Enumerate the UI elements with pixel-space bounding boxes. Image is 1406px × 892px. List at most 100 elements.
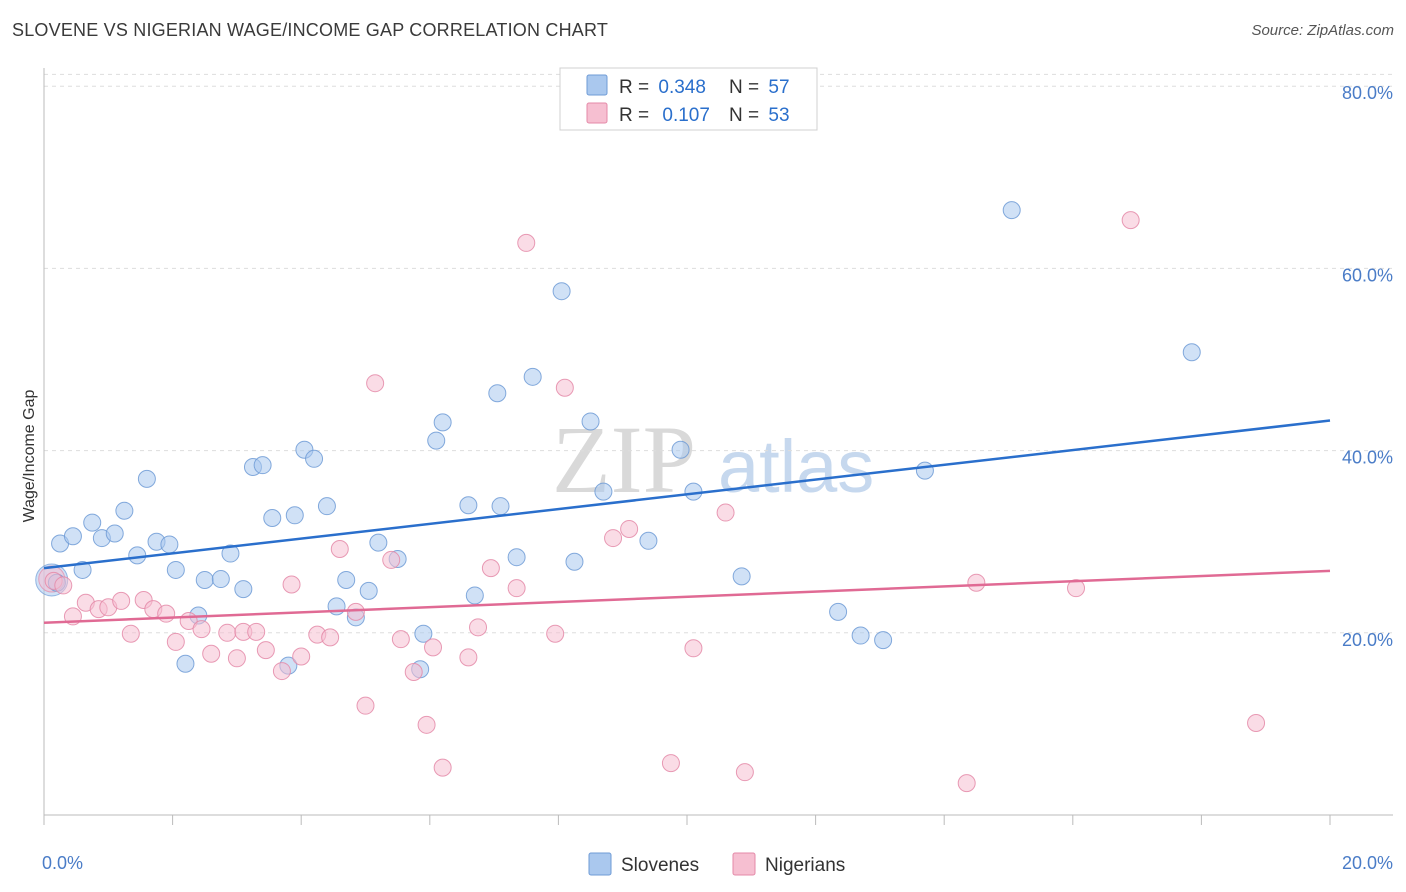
chart-title: SLOVENE VS NIGERIAN WAGE/INCOME GAP CORR…	[12, 20, 609, 40]
series-legend: Slovenes Nigerians	[588, 852, 845, 876]
nigerian-point-52	[1247, 713, 1266, 732]
nigerian-point-27	[356, 696, 375, 715]
nigerian-point-10	[157, 604, 176, 623]
slovene-point-41	[507, 548, 526, 567]
nigerian-point-38	[507, 579, 526, 598]
slovene-point-39	[488, 384, 507, 403]
svg-text:N = 53: N = 53	[729, 105, 790, 126]
slovene-point-48	[671, 440, 690, 459]
nigerian-point-30	[391, 630, 410, 649]
slovene-point-47	[639, 531, 658, 550]
nigerian-point-19	[256, 641, 275, 660]
legend-r-label-1: R =	[619, 77, 654, 98]
nigerian-point-48	[957, 774, 976, 793]
nigerian-point-39	[517, 233, 536, 252]
nigerian-point-26	[346, 602, 365, 621]
slovene-point-6	[105, 524, 124, 543]
nigerian-point-33	[424, 638, 443, 657]
legend-swatch-slovenes	[586, 74, 608, 96]
nigerian-trend-line	[43, 569, 1331, 625]
y-tick-label-20: 20.0%	[1342, 630, 1393, 650]
nigerian-point-34	[433, 758, 452, 777]
slovene-point-21	[263, 509, 282, 528]
slovene-point-40	[491, 497, 510, 516]
nigerian-point-42	[604, 529, 623, 548]
slovene-point-54	[915, 461, 934, 480]
nigerian-point-49	[967, 573, 986, 592]
y-tick-label-60: 60.0%	[1342, 265, 1393, 285]
x-tick-label-min: 0.0%	[42, 853, 83, 873]
svg-text:R = 0.348: R = 0.348	[619, 77, 706, 98]
legend-r-value-2: 0.107	[662, 105, 710, 126]
nigerian-point-22	[292, 647, 311, 666]
slovene-point-18	[234, 580, 253, 599]
legend-n-value-2: 53	[768, 105, 789, 126]
legend-r-label-2: R =	[619, 105, 654, 126]
slovene-point-25	[305, 449, 324, 468]
nigerian-point-51	[1121, 211, 1140, 230]
slovene-point-38	[465, 586, 484, 605]
nigerian-point-13	[192, 620, 211, 639]
slovene-point-35	[427, 431, 446, 450]
nigerian-point-45	[684, 639, 703, 658]
slovene-point-11	[160, 535, 179, 554]
slovene-trend-line	[43, 419, 1331, 570]
bottom-legend-swatch-nigerians	[732, 852, 756, 876]
chart-source: Source: ZipAtlas.com	[1251, 22, 1394, 39]
slovene-point-12	[166, 560, 185, 579]
slovene-point-17	[221, 544, 240, 563]
slovene-point-50	[732, 567, 751, 586]
axis-ticks: 20.0% 40.0% 60.0% 80.0% 0.0% 20.0%	[42, 83, 1393, 873]
slovene-point-3	[73, 560, 92, 579]
slovene-point-8	[128, 546, 147, 565]
legend-swatch-nigerians	[586, 102, 608, 124]
scatter-points	[35, 201, 1266, 793]
nigerian-point-1	[54, 576, 73, 595]
nigerian-point-50	[1067, 579, 1086, 598]
slovene-point-49	[684, 482, 703, 501]
y-tick-label-80: 80.0%	[1342, 83, 1393, 103]
bottom-legend-label-nigerians: Nigerians	[765, 855, 845, 876]
slovene-point-52	[851, 626, 870, 645]
nigerian-point-28	[366, 374, 385, 393]
nigerian-point-24	[321, 628, 340, 647]
nigerian-point-25	[330, 539, 349, 558]
y-tick-label-40: 40.0%	[1342, 448, 1393, 468]
slovene-point-42	[523, 367, 542, 386]
slovene-point-31	[369, 533, 388, 552]
legend-n-label-1: N =	[729, 77, 764, 98]
nigerian-point-6	[112, 591, 131, 610]
slovene-point-45	[581, 412, 600, 431]
slovene-point-56	[1182, 343, 1201, 362]
slovene-point-30	[359, 581, 378, 600]
slovene-point-20	[253, 456, 272, 475]
nigerian-point-15	[218, 623, 237, 642]
slovene-point-51	[829, 602, 848, 621]
slovene-point-43	[552, 282, 571, 301]
slovene-point-15	[195, 570, 214, 589]
nigerian-point-36	[469, 618, 488, 637]
nigerian-point-31	[404, 662, 423, 681]
slovene-point-4	[83, 513, 102, 532]
x-tick-label-max: 20.0%	[1342, 853, 1393, 873]
svg-text:R = 0.107: R = 0.107	[619, 105, 710, 126]
nigerian-point-46	[716, 503, 735, 522]
svg-text:N = 57: N = 57	[729, 77, 790, 98]
nigerian-point-44	[661, 754, 680, 773]
nigerian-point-21	[282, 575, 301, 594]
slovene-point-26	[317, 497, 336, 516]
slovene-point-37	[459, 496, 478, 515]
nigerian-point-47	[735, 763, 754, 782]
y-axis-label: Wage/Income Gap	[21, 390, 38, 523]
nigerian-point-20	[272, 662, 291, 681]
slovene-point-55	[1002, 201, 1021, 220]
nigerian-point-40	[546, 624, 565, 643]
slovene-point-44	[565, 552, 584, 571]
slovene-point-28	[337, 570, 356, 589]
nigerian-point-43	[620, 519, 639, 538]
watermark-atlas: atlas	[718, 425, 874, 508]
bottom-legend-swatch-slovenes	[588, 852, 612, 876]
slovene-point-9	[137, 469, 156, 488]
nigerian-point-18	[247, 622, 266, 641]
